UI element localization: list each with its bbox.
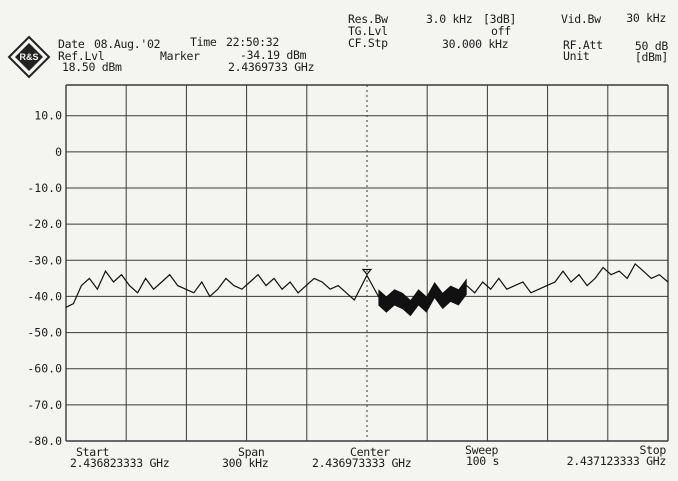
ref-lvl-label: Ref.Lvl (58, 49, 105, 63)
rf-att-value: 50 dB (634, 39, 668, 53)
y-axis-ticks: 10.0 0 -10.0 -20.0 -30.0 -40.0 -50.0 -60.0 -70.0… (27, 109, 62, 448)
stop-label: Stop (639, 443, 667, 457)
y-tick-label: -50.0 (27, 326, 62, 340)
y-tick-label: -60.0 (27, 362, 62, 376)
logo-text: R&S (19, 52, 38, 62)
start-label: Start (76, 445, 110, 459)
tg-lvl-label: TG.Lvl (348, 24, 388, 38)
plot-grid (65, 84, 669, 442)
y-tick-label: 0 (55, 145, 62, 159)
rf-att-label: RF.Att (563, 38, 603, 52)
date-label: Date (58, 37, 85, 51)
vid-bw-label: Vid.Bw (561, 12, 601, 26)
sweep-label: Sweep (465, 443, 499, 457)
rs-logo-icon: R&S (7, 35, 51, 79)
res-bw-value: 3.0 kHz (426, 12, 473, 26)
vid-bw-value: 30 kHz (626, 11, 666, 25)
span-value: 300 kHz (222, 456, 269, 470)
date-value: 08.Aug.'02 (94, 37, 161, 51)
dense-trace-region (378, 278, 467, 317)
cf-stp-value: 30.000 kHz (442, 37, 509, 51)
marker-frequency: 2.4369733 GHz (228, 60, 315, 74)
unit-value: [dBm] (634, 50, 668, 64)
y-tick-label: 10.0 (34, 109, 62, 123)
tg-lvl-value: off (491, 24, 511, 38)
marker-triangle-icon (361, 268, 373, 276)
marker-symbol (361, 268, 373, 276)
y-tick-label: -30.0 (27, 253, 62, 267)
y-tick-label: -20.0 (27, 217, 62, 231)
center-value: 2.436973333 GHz (312, 456, 412, 470)
marker-level: -34.19 dBm (240, 48, 307, 62)
res-bw-mode: [3dB] (483, 12, 517, 26)
start-value: 2.436823333 GHz (70, 456, 170, 470)
span-label: Span (238, 445, 265, 459)
cf-stp-label: CF.Stp (348, 36, 388, 50)
time-label: Time (190, 35, 217, 49)
center-label: Center (350, 445, 390, 459)
time-value: 22:50:32 (226, 35, 279, 49)
y-tick-label: -40.0 (27, 289, 62, 303)
unit-label: Unit (563, 49, 590, 63)
stop-value: 2.437123333 GHz (566, 454, 667, 468)
y-tick-label: -80.0 (27, 434, 62, 448)
res-bw-label: Res.Bw (348, 12, 388, 26)
ref-lvl-value: 18.50 dBm (62, 60, 122, 74)
sweep-value: 100 s (466, 454, 500, 468)
marker-label: Marker (160, 49, 200, 63)
y-tick-label: -10.0 (27, 181, 62, 195)
y-tick-label: -70.0 (27, 398, 62, 412)
spectrum-trace (65, 262, 669, 309)
